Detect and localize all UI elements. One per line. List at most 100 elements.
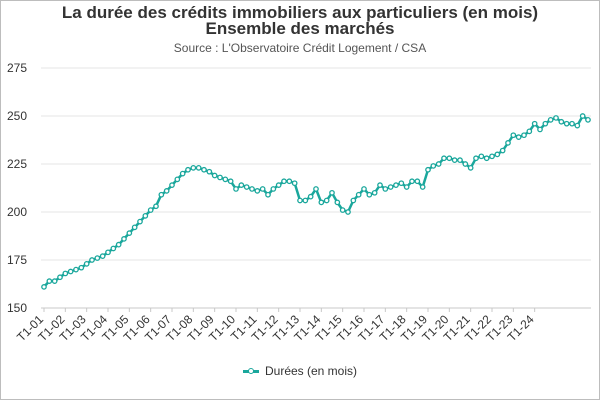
data-point — [366, 191, 373, 198]
data-point — [345, 209, 351, 215]
data-point — [462, 161, 469, 167]
data-point — [318, 199, 325, 206]
legend[interactable]: Durées (en mois) — [1, 364, 599, 379]
data-point — [206, 168, 213, 175]
data-point — [435, 161, 442, 167]
data-point — [579, 113, 586, 119]
data-point — [313, 186, 319, 192]
data-point — [275, 182, 282, 188]
data-point — [142, 212, 149, 219]
data-point — [270, 186, 277, 192]
data-point — [158, 191, 165, 198]
data-point — [153, 203, 159, 210]
data-point — [371, 189, 378, 196]
data-point — [121, 236, 127, 242]
data-point — [73, 266, 79, 273]
data-point — [286, 178, 293, 185]
data-point — [403, 184, 410, 190]
data-point — [281, 178, 287, 185]
data-point — [361, 186, 367, 192]
data-point — [201, 166, 207, 173]
data-point — [265, 191, 271, 198]
data-point — [494, 151, 501, 158]
data-point — [350, 197, 357, 204]
legend-swatch-icon — [242, 366, 259, 376]
data-point — [46, 278, 53, 284]
legend-label: Durées (en mois) — [264, 364, 358, 378]
data-point — [297, 197, 303, 204]
data-point — [195, 164, 202, 171]
data-point — [526, 128, 533, 135]
data-point — [537, 126, 543, 133]
data-point — [94, 255, 101, 261]
data-point — [307, 193, 314, 200]
y-tick-label: 200 — [7, 205, 27, 219]
data-point — [334, 199, 341, 206]
data-point — [510, 132, 517, 139]
data-point — [57, 274, 63, 281]
data-point — [185, 166, 191, 173]
data-point — [409, 178, 415, 185]
data-point — [163, 188, 170, 194]
data-point — [382, 186, 389, 192]
data-point — [329, 189, 335, 196]
data-point — [41, 284, 47, 290]
data-point — [521, 132, 527, 139]
data-point — [137, 218, 143, 225]
data-point — [446, 155, 453, 162]
data-point — [259, 186, 266, 192]
data-point — [505, 140, 511, 146]
data-point — [217, 174, 223, 181]
data-point — [67, 268, 74, 275]
data-point — [233, 186, 239, 192]
legend-item[interactable]: Durées (en mois) — [242, 364, 358, 378]
chart-title-line-1: La durée des crédits immobiliers aux par… — [61, 3, 539, 22]
data-point — [585, 116, 591, 123]
data-point — [355, 191, 362, 198]
data-point — [89, 257, 95, 263]
data-point — [425, 166, 431, 173]
data-point — [531, 120, 538, 127]
data-point — [563, 120, 570, 127]
data-point — [291, 180, 298, 187]
data-point — [211, 172, 218, 179]
y-tick-label: 175 — [7, 253, 27, 267]
data-point — [302, 197, 309, 204]
data-point — [243, 184, 250, 190]
data-point — [499, 147, 506, 154]
data-point — [569, 120, 575, 127]
data-point — [553, 115, 559, 121]
data-point — [547, 116, 554, 123]
series-points — [41, 113, 591, 290]
chart-title: La durée des crédits immobiliers aux par… — [1, 3, 599, 38]
data-point — [558, 118, 565, 125]
data-point — [387, 184, 394, 190]
data-point — [115, 241, 122, 248]
data-point — [377, 182, 383, 188]
data-point — [227, 178, 234, 185]
data-point — [339, 207, 346, 213]
data-point — [457, 157, 463, 164]
data-point — [254, 188, 261, 194]
data-point — [430, 163, 437, 169]
data-point — [419, 184, 426, 190]
data-point — [174, 176, 181, 183]
data-point — [169, 182, 175, 188]
data-point — [483, 155, 490, 162]
gridlines — [41, 67, 591, 309]
data-point — [147, 207, 154, 213]
data-point — [515, 134, 522, 140]
data-point — [414, 178, 421, 185]
data-point — [467, 164, 474, 171]
data-point — [190, 164, 197, 171]
y-tick-label: 225 — [7, 157, 27, 171]
y-tick-label: 150 — [7, 301, 27, 315]
chart-title-line-2: Ensemble des marchés — [205, 19, 395, 38]
y-tick-label: 250 — [7, 109, 27, 123]
data-point — [489, 153, 495, 160]
data-point — [398, 180, 405, 187]
data-point — [441, 155, 447, 162]
data-point — [249, 186, 255, 192]
